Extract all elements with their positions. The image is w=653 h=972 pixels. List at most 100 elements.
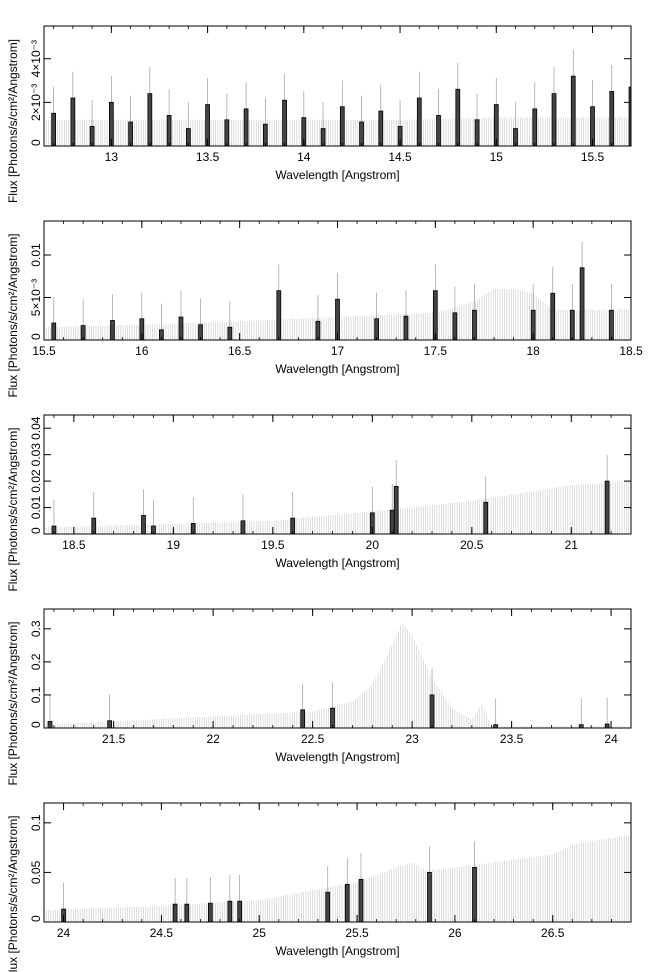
- y-tick-label: 0: [29, 527, 43, 534]
- data-bin: [51, 322, 57, 340]
- data-bin: [51, 112, 56, 146]
- data-bin: [374, 318, 379, 340]
- x-tick-label: 13: [105, 150, 119, 164]
- data-bin: [339, 106, 345, 146]
- y-tick-label: 0.03: [29, 443, 43, 467]
- x-tick-label: 18.5: [619, 344, 643, 358]
- data-bin: [330, 707, 335, 728]
- data-bin: [604, 723, 610, 728]
- x-tick-label: 18: [526, 344, 540, 358]
- plot-area: [44, 49, 631, 146]
- data-bin: [359, 121, 364, 146]
- x-tick-label: 25: [253, 926, 267, 940]
- y-axis-label: Flux [Photons/s/cm²/Angstrom]: [6, 427, 20, 591]
- data-bin: [493, 724, 499, 728]
- x-tick-label: 13.5: [196, 150, 220, 164]
- data-bin: [178, 316, 184, 340]
- chart-panel-1: 13 13.5 14 14.5 15 15.5 0 2×10⁻³ 4×10⁻³ Wavelengt…: [6, 25, 632, 203]
- y-tick-label: 0.1: [29, 686, 43, 703]
- data-bin: [139, 318, 145, 340]
- data-bin: [532, 108, 538, 146]
- x-tick-label: 26.5: [541, 926, 565, 940]
- x-tick-label: 15.5: [581, 150, 605, 164]
- data-bin: [47, 720, 53, 728]
- y-tick-label: 0.2: [29, 653, 43, 670]
- y-tick-label: 0.01: [29, 496, 43, 520]
- plot-area: [44, 454, 630, 534]
- y-axis-label: Flux [Photons/s/cm²/Angstrom]: [6, 39, 20, 203]
- data-bin: [472, 867, 477, 922]
- x-tick-label: 24.5: [150, 926, 174, 940]
- plot-frame: [43, 25, 632, 147]
- data-bin: [128, 121, 133, 146]
- data-bin: [578, 724, 584, 728]
- x-axis-label: Wavelength [Angstrom]: [275, 168, 399, 182]
- data-bin: [609, 91, 615, 146]
- data-bin: [243, 108, 249, 146]
- data-bin: [513, 128, 518, 146]
- plot-frame: [43, 414, 632, 535]
- x-tick-label: 19.5: [261, 538, 285, 552]
- data-bin: [240, 520, 246, 534]
- data-bin: [185, 128, 191, 146]
- data-bin: [432, 290, 438, 340]
- data-bin: [107, 720, 113, 728]
- x-tick-label: 21.5: [102, 732, 126, 746]
- x-axis-label: Wavelength [Angstrom]: [275, 750, 399, 764]
- y-tick-label: 0: [29, 333, 43, 340]
- data-bin: [147, 93, 153, 146]
- data-bin: [335, 298, 340, 340]
- x-tick-label: 16: [135, 344, 149, 358]
- y-axis-label: Flux [Photons/s/cm²/Angstrom]: [6, 621, 20, 785]
- data-bin: [397, 125, 403, 146]
- data-bin: [609, 309, 614, 340]
- data-bin: [141, 515, 146, 534]
- data-bin: [551, 93, 557, 146]
- data-bin: [393, 485, 399, 534]
- x-tick-label: 14.5: [388, 150, 412, 164]
- y-axis-label: Flux [Photons/s/cm²/Angstrom]: [6, 815, 20, 972]
- data-bin: [452, 312, 458, 340]
- data-bin: [344, 883, 350, 922]
- chart-panel-3: 18.5 19 19.5 20 20.5 21 0 0.01 0.02 0.03 0.04 Wavel…: [6, 414, 632, 592]
- x-tick-label: 17: [331, 344, 345, 358]
- data-bin: [429, 694, 435, 728]
- data-bin: [70, 97, 76, 146]
- data-bin: [590, 106, 595, 146]
- y-tick-label: 0.1: [29, 814, 43, 831]
- x-tick-label: 23: [405, 732, 419, 746]
- data-bin: [570, 75, 576, 146]
- plot-area: [44, 241, 631, 340]
- data-bin: [436, 115, 441, 146]
- x-tick-label: 20: [366, 538, 380, 552]
- x-axis-label: Wavelength [Angstrom]: [275, 362, 399, 376]
- data-bin: [110, 320, 115, 340]
- x-tick-label: 14: [297, 150, 311, 164]
- data-bin: [320, 128, 326, 146]
- data-bin: [109, 101, 114, 146]
- data-bin: [166, 115, 172, 146]
- x-tick-label: 25.5: [345, 926, 369, 940]
- data-bin: [389, 509, 395, 534]
- y-tick-label: 0.04: [29, 416, 43, 440]
- x-tick-label: 21: [565, 538, 579, 552]
- data-bin: [290, 517, 296, 534]
- data-bin: [198, 324, 203, 340]
- x-tick-label: 18.5: [62, 538, 86, 552]
- chart-panel-4: 21.5 22 22.5 23 23.5 24 0 0.1 0.2 0.3 Wavelength […: [6, 608, 632, 786]
- data-bin: [604, 480, 610, 534]
- data-bin: [237, 900, 243, 922]
- y-axis-label: Flux [Photons/s/cm²/Angstrom]: [6, 233, 20, 397]
- y-tick-label: 0: [29, 139, 43, 146]
- plot-area: [44, 623, 630, 728]
- y-tick-label: 0: [29, 721, 43, 728]
- data-bin: [579, 267, 585, 340]
- x-tick-label: 16.5: [228, 344, 252, 358]
- data-bin: [493, 104, 499, 146]
- y-tick-label: 0.05: [29, 860, 43, 884]
- data-bin: [483, 501, 489, 534]
- chart-panel-5: 24 24.5 25 25.5 26 26.5 0 0.05 0.1 Wavelength [An…: [6, 802, 632, 972]
- plot-area: [44, 834, 631, 922]
- data-bin: [300, 709, 306, 728]
- y-tick-label: 0: [29, 915, 43, 922]
